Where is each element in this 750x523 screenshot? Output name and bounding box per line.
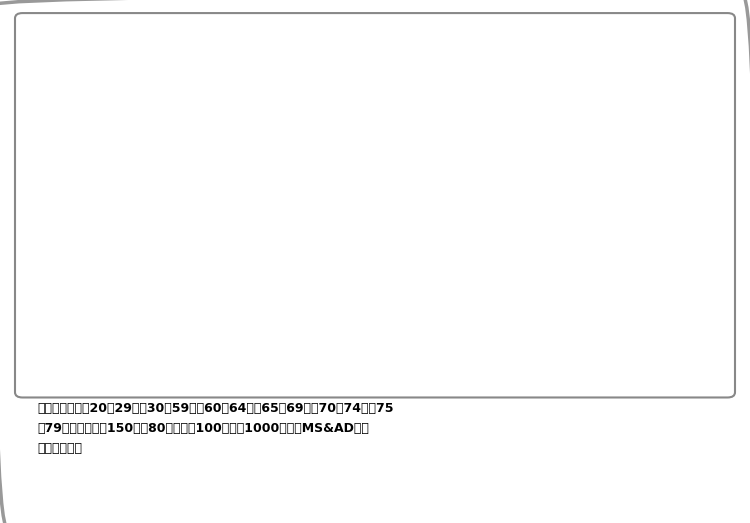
Text: 17.3%: 17.3% bbox=[457, 311, 506, 325]
Circle shape bbox=[534, 183, 651, 299]
Text: 38.0%: 38.0% bbox=[260, 202, 308, 217]
Circle shape bbox=[506, 153, 680, 328]
Text: 18.0%: 18.0% bbox=[358, 309, 407, 323]
Text: 調査対象者は、20～29才・30～59才・60～64才・65～69才・70～74才・75
～79才がそれぞれ150人、80才以上が100人の記1000人。（MS: 調査対象者は、20～29才・30～59才・60～64才・65～69才・70～74… bbox=[37, 402, 394, 456]
Text: 40.0%: 40.0% bbox=[161, 196, 209, 210]
Circle shape bbox=[588, 236, 597, 245]
Text: 51.3%: 51.3% bbox=[358, 157, 407, 171]
Text: 運転に対する自信: 運転に対する自信 bbox=[298, 26, 452, 58]
Text: 24.7%: 24.7% bbox=[260, 286, 308, 300]
Text: 8.7%: 8.7% bbox=[560, 340, 599, 355]
Wedge shape bbox=[538, 241, 643, 299]
Text: 24.0%: 24.0% bbox=[62, 288, 111, 302]
Circle shape bbox=[526, 174, 658, 307]
Circle shape bbox=[581, 229, 604, 252]
Circle shape bbox=[506, 153, 680, 328]
Wedge shape bbox=[548, 183, 630, 241]
Text: 60.7%: 60.7% bbox=[457, 125, 506, 139]
Text: 自信がない: 自信がない bbox=[562, 365, 604, 378]
Text: 自信がある: 自信がある bbox=[244, 365, 286, 378]
Text: 5.0%: 5.0% bbox=[659, 353, 698, 367]
Text: 72.0%: 72.0% bbox=[654, 86, 702, 100]
Text: 23.3%: 23.3% bbox=[161, 291, 209, 304]
Text: 67.3%: 67.3% bbox=[556, 103, 604, 117]
Text: 49.3%: 49.3% bbox=[63, 164, 111, 178]
Circle shape bbox=[574, 223, 610, 258]
